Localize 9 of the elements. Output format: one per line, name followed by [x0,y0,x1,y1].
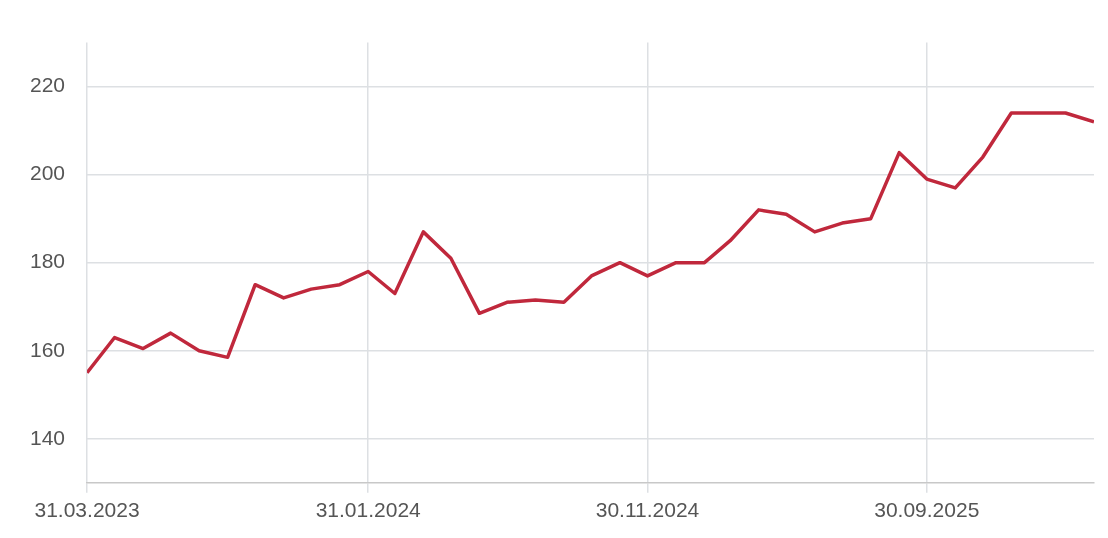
y-tick-label: 180 [29,249,66,273]
y-tick-label: 220 [29,73,66,97]
x-tick-label: 31.03.2023 [34,498,140,522]
x-tick-label: 31.01.2024 [315,498,422,522]
x-tick-label: 30.11.2024 [595,498,700,522]
y-tick-label: 140 [29,425,66,449]
x-tick-label: 30.09.2025 [874,498,980,522]
y-tick-label: 160 [29,337,66,361]
y-tick-label: 200 [29,161,66,185]
